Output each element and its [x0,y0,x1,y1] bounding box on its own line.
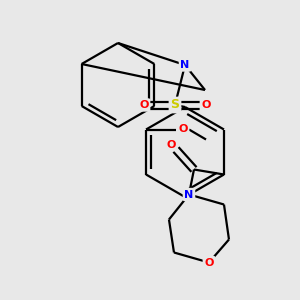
Text: O: O [178,124,188,134]
Text: N: N [180,60,190,70]
Text: N: N [184,190,194,200]
Text: S: S [170,98,179,112]
Text: O: O [139,100,149,110]
Text: O: O [166,140,176,149]
Text: O: O [201,100,211,110]
Text: O: O [204,257,214,268]
